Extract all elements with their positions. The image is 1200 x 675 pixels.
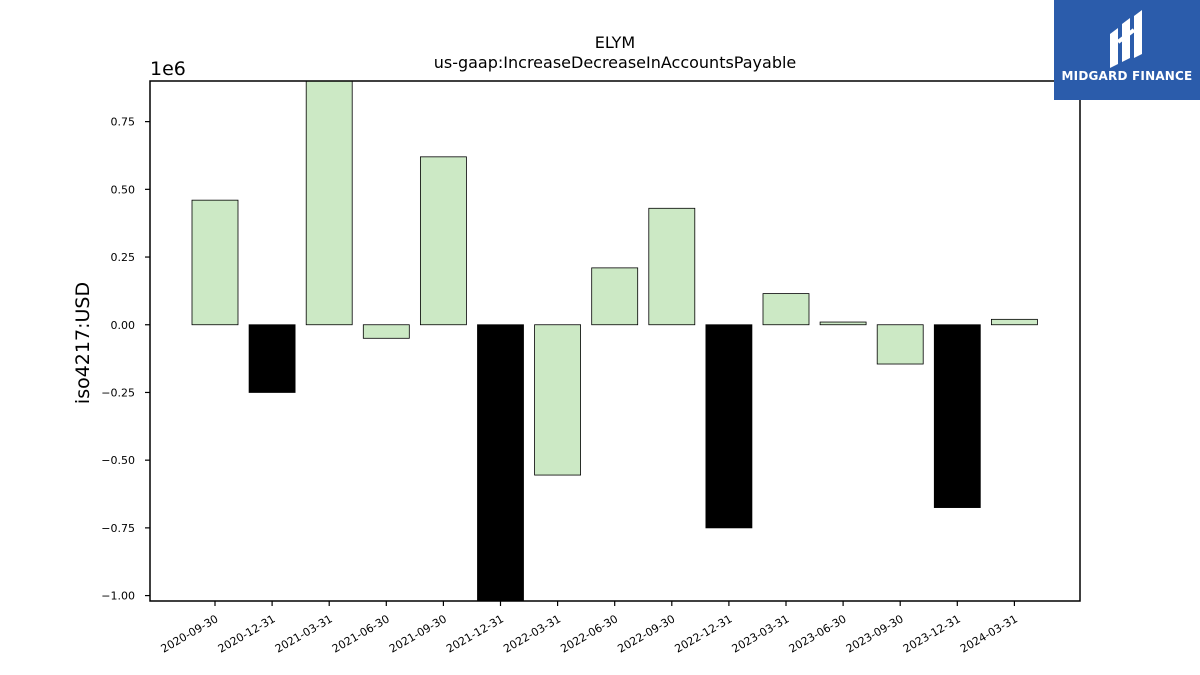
y-axis-label: iso4217:USD — [72, 282, 94, 404]
bar — [248, 324, 296, 393]
bar — [991, 318, 1038, 326]
x-tick-label: 2023-09-30 — [844, 612, 906, 655]
x-tick-label: 2021-03-31 — [273, 612, 335, 655]
bar — [876, 324, 924, 365]
chart-subtitle: us-gaap:IncreaseDecreaseInAccountsPayabl… — [434, 53, 797, 72]
x-tick-label: 2022-09-30 — [615, 612, 677, 655]
x-tick-label: 2024-03-31 — [958, 612, 1020, 655]
midgard-logo-icon — [1110, 10, 1142, 68]
x-tick-label: 2020-09-30 — [159, 612, 221, 655]
x-tick-label: 2021-06-30 — [330, 612, 392, 655]
y-tick-label: 0.25 — [111, 251, 136, 264]
bars — [191, 80, 1038, 602]
logo-text: MIDGARD FINANCE — [1061, 69, 1193, 83]
bar — [933, 324, 981, 508]
bar — [305, 80, 353, 326]
chart-title: ELYM — [595, 33, 635, 52]
y-tick-label: −0.50 — [101, 454, 135, 467]
y-tick-label: −1.00 — [101, 590, 135, 603]
y-tick-label: 0.00 — [111, 319, 136, 332]
bar — [362, 324, 410, 339]
y-tick-label: −0.75 — [101, 522, 135, 535]
y-axis-ticks: −1.00 −0.75 −0.50 −0.25 0.00 0.25 0.50 0.75 — [101, 116, 150, 603]
x-tick-label: 2021-12-31 — [444, 612, 506, 655]
y-scale-label: 1e6 — [150, 58, 186, 80]
brand-logo: MIDGARD FINANCE — [1054, 0, 1200, 100]
y-tick-label: 0.50 — [111, 183, 136, 196]
y-tick-label: −0.25 — [101, 386, 135, 399]
x-tick-label: 2021-09-30 — [387, 612, 449, 655]
bar — [762, 293, 810, 326]
bar — [648, 207, 696, 326]
bar — [591, 267, 639, 326]
plot-frame — [149, 80, 1081, 602]
x-tick-label: 2022-06-30 — [558, 612, 620, 655]
bar — [705, 324, 753, 529]
bar — [819, 321, 867, 326]
x-tick-label: 2022-12-31 — [673, 612, 735, 655]
x-tick-label: 2023-06-30 — [787, 612, 849, 655]
bar — [419, 156, 467, 326]
x-tick-label: 2023-03-31 — [730, 612, 792, 655]
x-tick-label: 2022-03-31 — [501, 612, 563, 655]
x-tick-label: 2020-12-31 — [216, 612, 278, 655]
bar — [534, 324, 581, 476]
bar — [191, 199, 239, 326]
x-tick-label: 2023-12-31 — [901, 612, 963, 655]
x-axis-ticks: 2020-09-302020-12-312021-03-312021-06-30… — [159, 601, 1020, 656]
bar — [477, 324, 524, 602]
y-tick-label: 0.75 — [111, 116, 136, 129]
